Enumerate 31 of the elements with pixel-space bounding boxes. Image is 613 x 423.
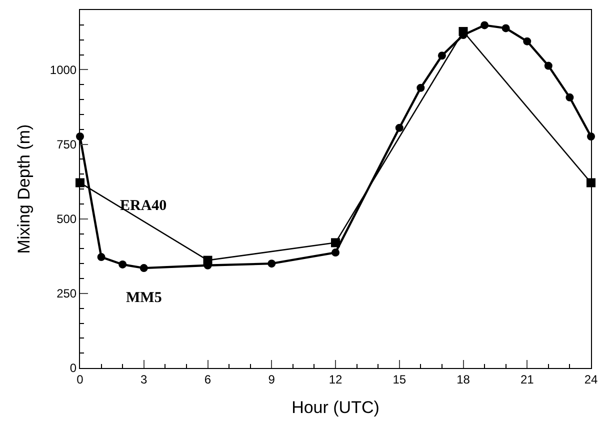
point — [268, 260, 276, 268]
point — [523, 37, 532, 46]
point — [416, 84, 425, 92]
point — [97, 253, 106, 262]
point — [566, 93, 574, 102]
x-tick-label: 21 — [520, 372, 534, 386]
x-tick-label: 9 — [268, 372, 276, 386]
point — [140, 264, 148, 272]
y-axis-title: Mixing Depth (m) — [14, 124, 34, 254]
series-label: MM5 — [126, 290, 162, 306]
x-tick-label: 15 — [392, 372, 406, 386]
x-tick-label: 18 — [456, 372, 470, 386]
point — [480, 21, 489, 30]
point — [332, 248, 340, 257]
point — [118, 260, 127, 268]
point — [438, 52, 446, 60]
x-tick-label: 24 — [584, 372, 598, 386]
point — [331, 238, 340, 248]
point — [502, 24, 510, 32]
x-tick-label: 3 — [140, 372, 148, 386]
x-tick-label: 12 — [328, 372, 342, 386]
point — [395, 124, 404, 132]
y-tick-label: 750 — [56, 137, 77, 152]
y-tick-label: 0 — [70, 361, 77, 376]
series-label: ERA40 — [120, 198, 167, 214]
y-tick-label: 500 — [56, 212, 77, 226]
y-tick-label: 1000 — [50, 62, 77, 77]
x-axis-title: Hour (UTC) — [292, 398, 380, 417]
y-tick-label: 250 — [56, 286, 77, 301]
x-tick-label: 6 — [204, 372, 212, 386]
point — [544, 62, 552, 70]
